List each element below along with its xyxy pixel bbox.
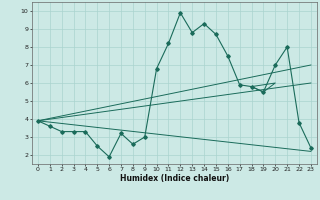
X-axis label: Humidex (Indice chaleur): Humidex (Indice chaleur) xyxy=(120,174,229,183)
